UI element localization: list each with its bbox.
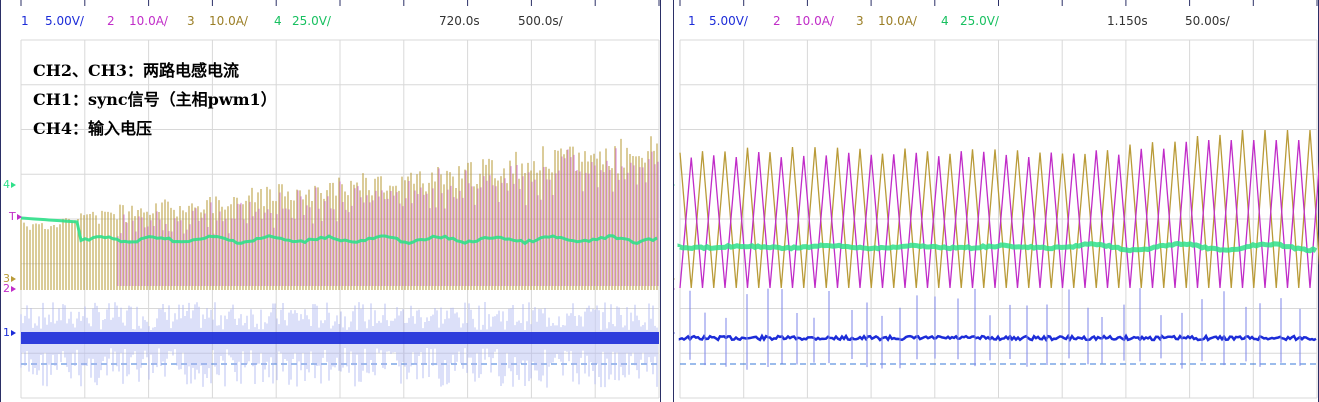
ch1-marker-arrow [11, 330, 16, 336]
timebase-scale: 50.00s/ [1185, 14, 1230, 28]
ch3-marker-arrow [11, 276, 16, 282]
ch4-label[interactable]: 4 [941, 14, 949, 28]
trigger-marker-arrow [17, 214, 22, 220]
ch4-marker: 4 [3, 178, 10, 191]
timebase-scale: 500.0s/ [518, 14, 563, 28]
ch4-trace [677, 240, 1318, 254]
ch1-label[interactable]: 1 [21, 14, 29, 28]
ch2-marker-arrow [11, 286, 16, 292]
ch2-trace [679, 139, 1319, 289]
ch1-trace [678, 333, 1317, 342]
ch4-marker-arrow [674, 184, 675, 186]
ch1-scale: 5.00V/ [709, 14, 748, 28]
channel-header-left: 1 5.00V/ 2 10.0A/ 3 10.0A/ 4 25.0V/ 720.… [1, 0, 660, 40]
ch1-label[interactable]: 1 [688, 14, 696, 28]
ch4-marker-arrow [11, 182, 16, 188]
ch2-label[interactable]: 2 [107, 14, 115, 28]
annotation-line3: CH4：输入电压 [33, 119, 152, 138]
ch1-marker: 1 [3, 326, 10, 339]
ch1-noise [20, 302, 658, 388]
ch3-trace [679, 129, 1319, 289]
ch2-trace [117, 148, 659, 286]
timebase-position: 1.150s [1107, 14, 1148, 28]
ch1-scale: 5.00V/ [45, 14, 84, 28]
ch4-trace [20, 216, 658, 246]
ch2-marker: 2 [3, 282, 10, 295]
ch4-scale: 25.0V/ [960, 14, 999, 28]
ch1-spikes [689, 288, 1301, 370]
timebase-position: 720.0s [439, 14, 480, 28]
scope-plot-right: 4 3 2 1 [674, 0, 1319, 399]
trigger-marker: T [8, 210, 16, 223]
ch1-trace [21, 332, 659, 344]
ch2-scale: 10.0A/ [795, 14, 834, 28]
ch3-label[interactable]: 3 [856, 14, 864, 28]
channel-header-right: 1 5.00V/ 2 10.0A/ 3 10.0A/ 4 25.0V/ 1.15… [674, 0, 1318, 40]
ch1-marker-arrow [674, 332, 675, 334]
ch2-marker-arrow [674, 288, 675, 290]
panel-divider [661, 0, 673, 402]
ch4-label[interactable]: 4 [274, 14, 282, 28]
ch3-scale: 10.0A/ [209, 14, 248, 28]
ch3-label[interactable]: 3 [187, 14, 195, 28]
ch2-scale: 10.0A/ [129, 14, 168, 28]
scope-panel-right: 4 3 2 1 1 5.00V/ 2 10.0A/ 3 10.0A/ 4 25.0V/… [673, 0, 1319, 402]
annotation-line2: CH1：sync信号（主相pwm1） [33, 90, 277, 109]
ch3-scale: 10.0A/ [878, 14, 917, 28]
annotation-line1: CH2、CH3：两路电感电流 [33, 61, 239, 80]
ch2-label[interactable]: 2 [773, 14, 781, 28]
ch3-marker-arrow [674, 278, 675, 280]
ch3-trace [20, 136, 658, 290]
ch3-marker: 3 [3, 272, 10, 285]
ch4-scale: 25.0V/ [292, 14, 331, 28]
